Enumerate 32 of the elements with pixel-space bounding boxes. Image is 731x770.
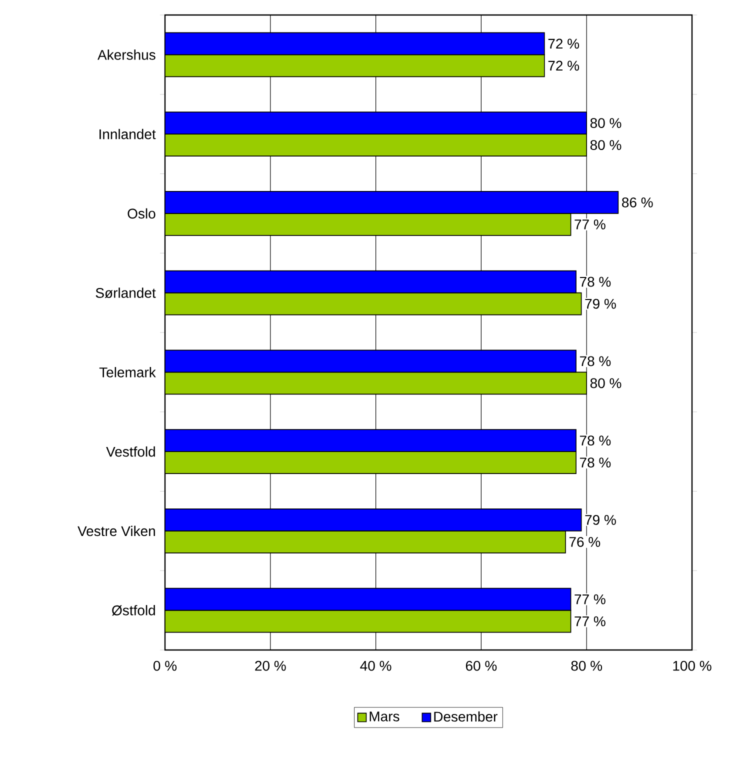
data-label: 79 % <box>585 514 616 525</box>
x-tick-label: 40 % <box>360 660 392 671</box>
data-label: 77 % <box>574 220 606 230</box>
x-tick-label: 100 % <box>673 660 712 671</box>
data-label: 80 % <box>590 140 622 150</box>
data-label: 76 % <box>569 536 600 547</box>
data-label: 79 % <box>585 298 616 309</box>
data-label: 72 % <box>548 38 580 49</box>
data-label: 78 % <box>580 276 611 287</box>
x-tick-label: 20 % <box>255 660 286 671</box>
y-tick-label: Telemark <box>99 367 156 378</box>
y-tick-label: Innlandet <box>100 128 156 140</box>
data-label: 72 % <box>548 60 580 71</box>
data-label: 77 % <box>574 594 606 604</box>
data-label: 77 % <box>574 616 606 626</box>
x-tick-label: 80 % <box>571 660 602 671</box>
legend-label: Mars <box>370 712 400 722</box>
y-tick-label: Sørlandet <box>96 288 156 298</box>
legend-label: Desember <box>434 711 498 722</box>
data-label: 80 % <box>590 378 622 388</box>
y-tick-label: Oslo <box>128 208 156 219</box>
data-label: 78 % <box>580 356 611 366</box>
data-label: 78 % <box>580 458 611 468</box>
y-tick-label: Østfold <box>112 605 155 616</box>
data-label: 80 % <box>590 118 622 128</box>
y-tick-label: Vestfold <box>106 446 155 457</box>
x-tick-label: 0 % <box>153 660 177 671</box>
y-tick-label: Vestre Viken <box>78 526 155 536</box>
data-label: 86 % <box>622 197 653 208</box>
x-tick-label: 60 % <box>466 660 497 671</box>
y-tick-label: Akershus <box>98 50 156 60</box>
data-label: 78 % <box>580 436 611 446</box>
